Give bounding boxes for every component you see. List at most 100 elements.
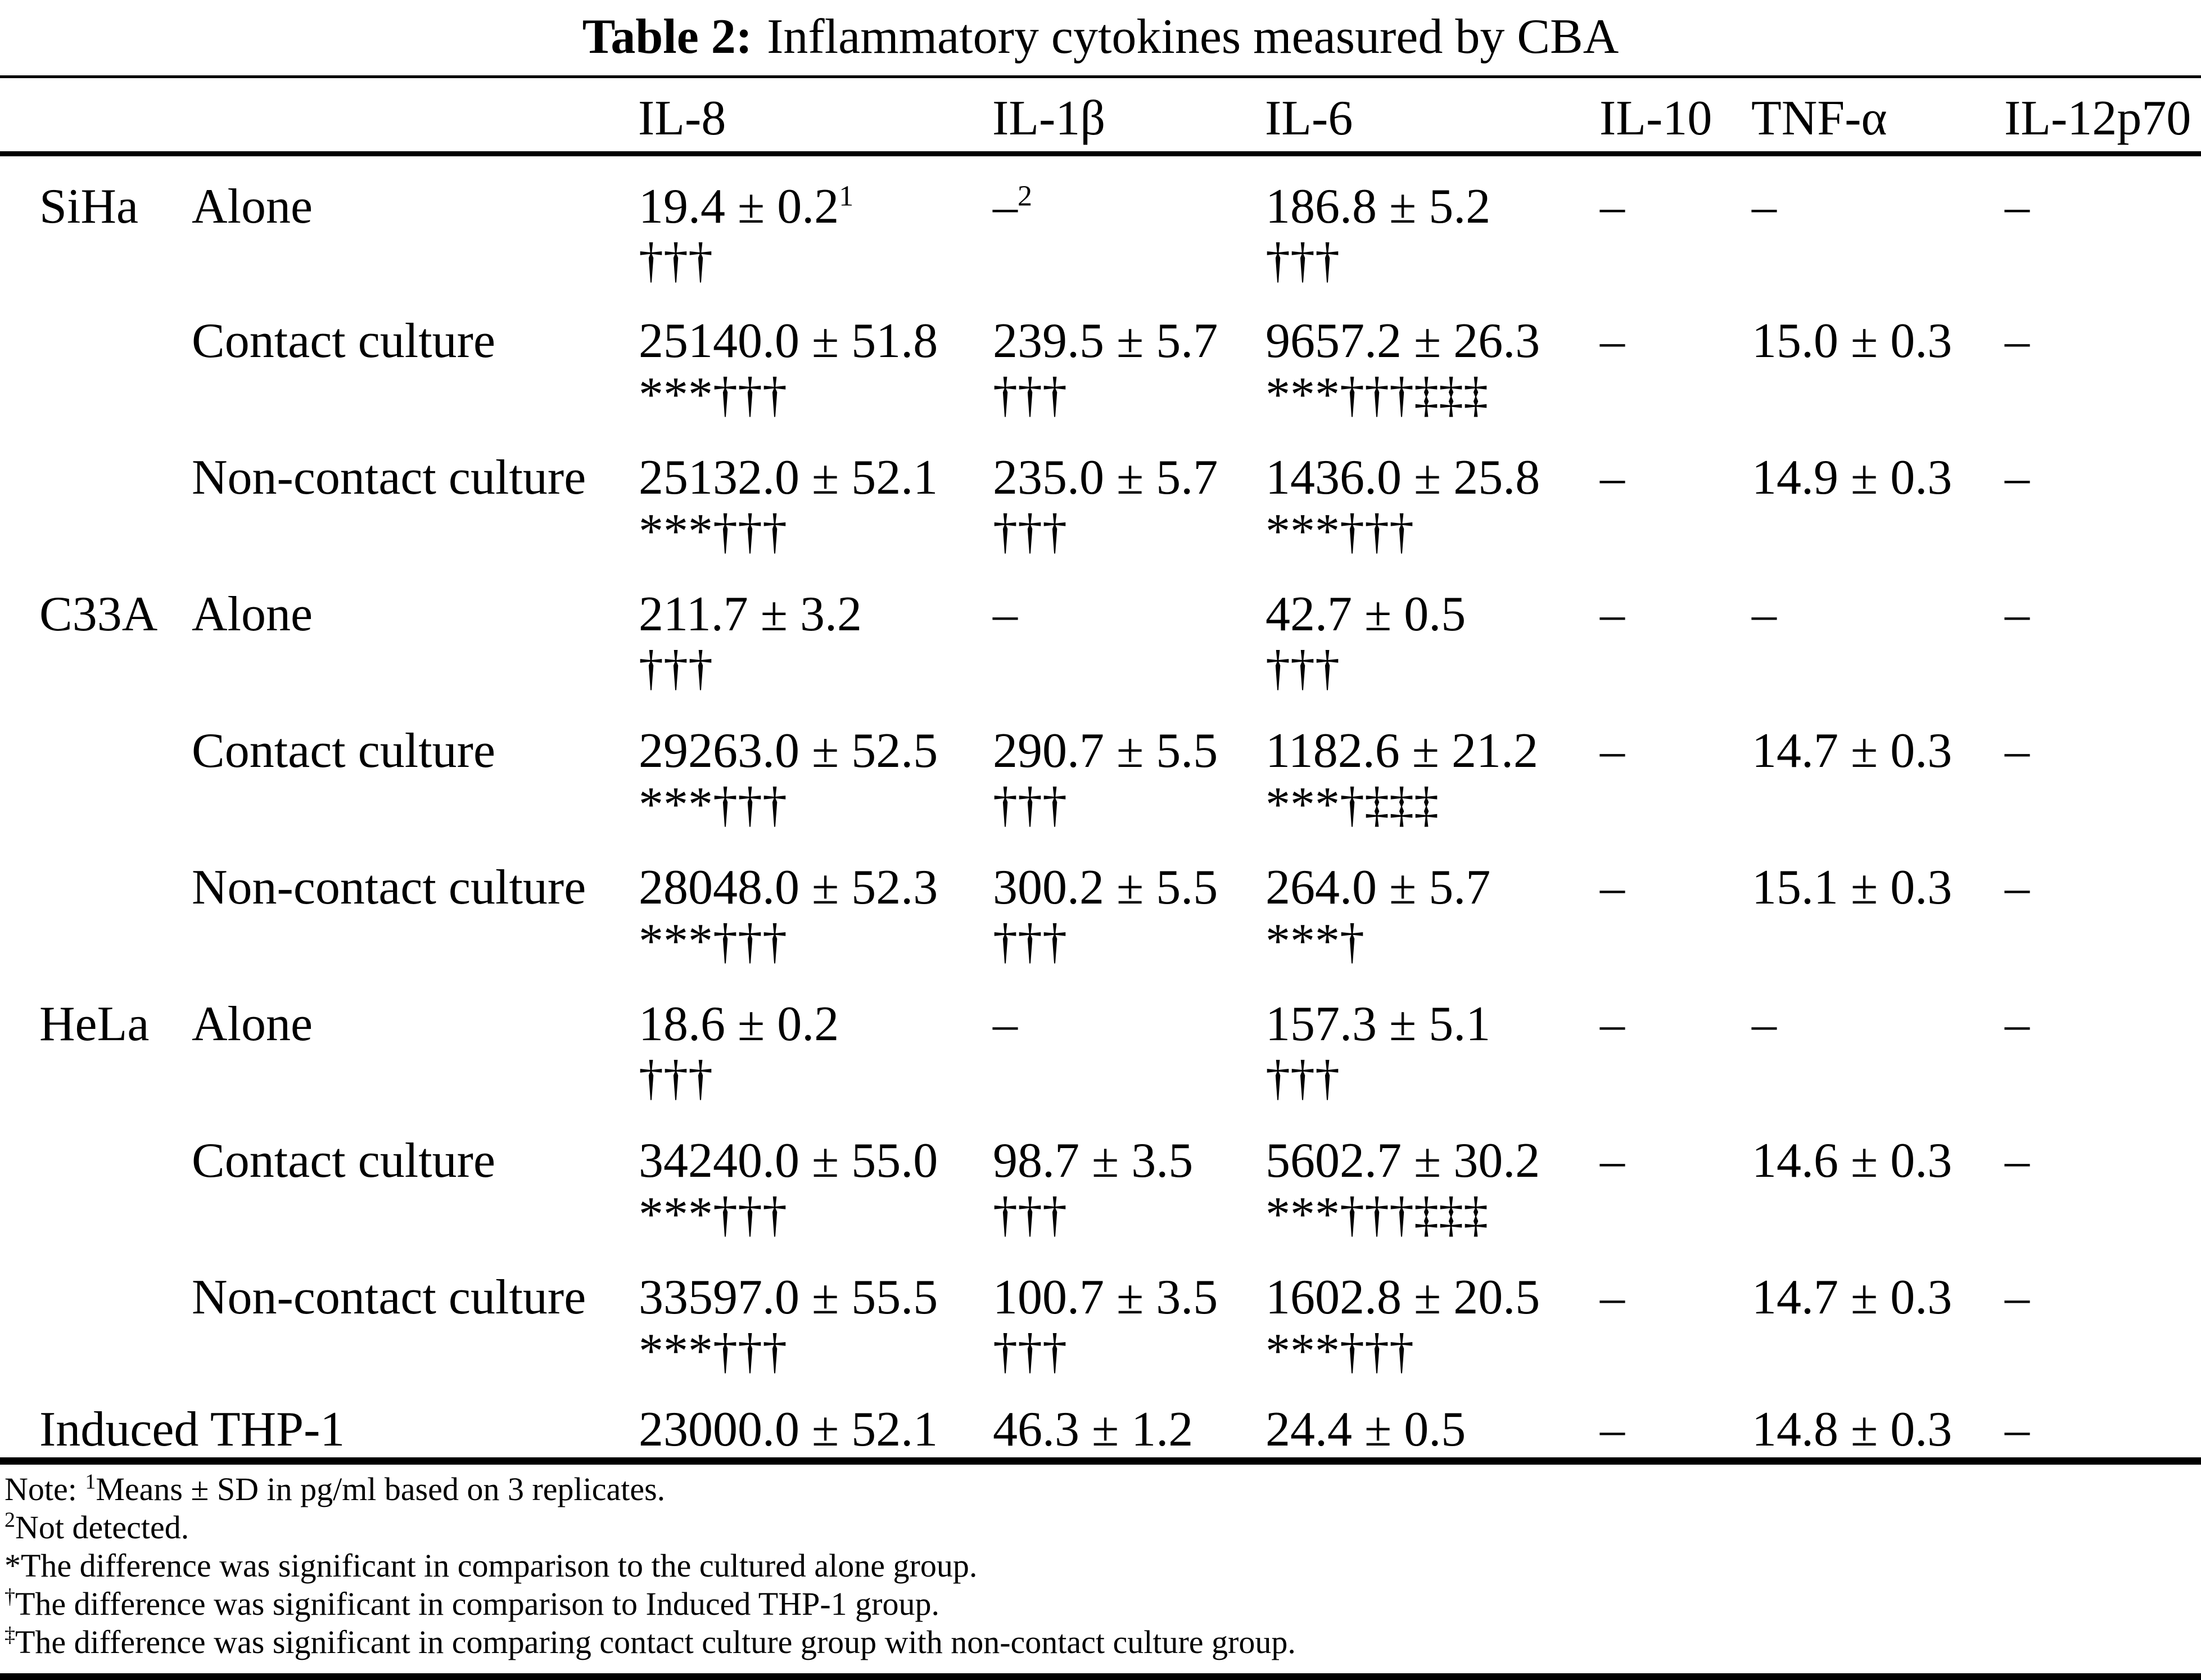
significance-symbols: ***†‡‡‡ [1266,777,1439,832]
cell-value: 235.0 ± 5.7 [993,450,1218,505]
cell-value: 14.6 ± 0.3 [1752,1133,1953,1188]
value-cell: 28048.0 ± 52.3 ***††† [638,837,992,974]
cell-line-label [0,1110,191,1247]
value-cell: – [1599,1110,1751,1247]
cell-value: 100.7 ± 3.5 [993,1270,1218,1325]
value-cell: 157.3 ± 5.1 ††† [1265,974,1599,1110]
significance-symbols: ††† [1266,1050,1340,1105]
significance-symbols: ††† [1266,640,1340,696]
significance-symbols: ††† [993,1187,1067,1242]
significance-symbols: ††† [639,1050,713,1105]
cell-value: – [2005,586,2030,642]
table-row: Non-contact culture 33597.0 ± 55.5 ***††… [0,1247,2201,1384]
condition-label: Non-contact culture [192,860,586,915]
header-cellline-spacer [0,76,191,156]
header-condition-spacer [191,76,638,156]
value-cell: – [2004,837,2201,974]
cell-line-label [0,427,191,564]
value-cell: 29263.0 ± 52.5 ***††† [638,701,992,837]
cell-value: 290.7 ± 5.5 [993,723,1218,778]
value-cell: 5602.7 ± 30.2 ***†††‡‡‡ [1265,1110,1599,1247]
cell-value: – [1600,1402,1625,1457]
significance-symbols: ***††† [639,367,787,422]
value-cell: – [2004,701,2201,837]
condition-label: Alone [192,996,313,1051]
cell-value: – [2005,179,2030,234]
value-cell: 239.5 ± 5.7 ††† [992,291,1265,427]
significance-symbols: ***††† [1266,1324,1414,1379]
cell-value: – [993,996,1018,1051]
cell-line-label: HeLa [39,996,150,1051]
value-cell: – [2004,1247,2201,1384]
cytokine-table: IL-8 IL-1β IL-6 IL-10 TNF-α IL-12p70 SiH… [0,75,2201,1465]
value-cell: 42.7 ± 0.5 ††† [1265,564,1599,701]
cell-value: 1602.8 ± 20.5 [1266,1270,1540,1325]
value-cell: – [1751,154,2004,291]
condition-label: Alone [192,179,313,234]
cell-value: 186.8 ± 5.2 [1266,179,1491,234]
condition-label: Alone [192,586,313,642]
value-cell: – [2004,564,2201,701]
value-cell: 1602.8 ± 20.5 ***††† [1265,1247,1599,1384]
cell-value: 1436.0 ± 25.8 [1266,450,1540,505]
value-cell: – [2004,1110,2201,1247]
cell-value: 25132.0 ± 52.1 [639,450,938,505]
cell-value: 300.2 ± 5.5 [993,860,1218,915]
cell-value: 24.4 ± 0.5 [1266,1402,1466,1457]
cell-value: – [2005,1133,2030,1188]
cell-value: 33597.0 ± 55.5 [639,1270,938,1325]
cell-value: 14.7 ± 0.3 [1752,1270,1953,1325]
value-cell: 235.0 ± 5.7 ††† [992,427,1265,564]
bottom-rule [0,1673,2201,1680]
value-cell: 24.4 ± 0.5 [1265,1384,1599,1461]
cell-value: 18.6 ± 0.2 [639,996,839,1051]
value-cell: 15.1 ± 0.3 [1751,837,2004,974]
value-cell: 264.0 ± 5.7 ***† [1265,837,1599,974]
value-cell: 1436.0 ± 25.8 ***††† [1265,427,1599,564]
value-cell: – [2004,974,2201,1110]
cell-value: 29263.0 ± 52.5 [639,723,938,778]
column-header-il6: IL-6 [1265,76,1599,156]
significance-symbols: ††† [993,777,1067,832]
table-row: C33A Alone 211.7 ± 3.2 ††† – 42.7 ± 0.5 … [0,564,2201,701]
value-cell: 290.7 ± 5.5 ††† [992,701,1265,837]
cell-value: – [2005,723,2030,778]
cell-value: 15.1 ± 0.3 [1752,860,1953,915]
value-cell: – [992,974,1265,1110]
table-row: Contact culture 25140.0 ± 51.8 ***††† 23… [0,291,2201,427]
significance-symbols: ***†††‡‡‡ [1266,367,1488,422]
cell-value: 9657.2 ± 26.3 [1266,313,1540,368]
value-cell: –2 [992,154,1265,291]
cell-line-label [0,837,191,974]
condition-label: Non-contact culture [192,450,586,505]
footnote-double-dagger: ‡The difference was significant in compa… [4,1623,1296,1660]
cell-line-label [0,1247,191,1384]
value-cell: – [1599,291,1751,427]
condition-label: Contact culture [192,723,496,778]
cell-value: – [1600,996,1625,1051]
table-title-label: Table 2: [582,10,753,64]
cell-value: 19.4 ± 0.21 [639,179,854,234]
column-header-il1b: IL-1β [992,76,1265,156]
significance-symbols: ***††† [1266,504,1414,559]
cell-value: – [1600,860,1625,915]
value-cell: 14.8 ± 0.3 [1751,1384,2004,1461]
value-cell: 1182.6 ± 21.2 ***†‡‡‡ [1265,701,1599,837]
cell-value: 157.3 ± 5.1 [1266,996,1491,1051]
significance-symbols: ††† [993,367,1067,422]
cell-value: – [2005,1402,2030,1457]
cell-value: 14.7 ± 0.3 [1752,723,1953,778]
value-cell: 18.6 ± 0.2 ††† [638,974,992,1110]
value-cell: 23000.0 ± 52.1 [638,1384,992,1461]
significance-symbols: ***††† [639,777,787,832]
significance-symbols: ††† [639,640,713,696]
value-cell: 46.3 ± 1.2 [992,1384,1265,1461]
significance-symbols: ††† [993,914,1067,969]
value-cell: – [2004,291,2201,427]
cell-value: 1182.6 ± 21.2 [1266,723,1539,778]
table-row: HeLa Alone 18.6 ± 0.2 ††† – 157.3 ± 5.1 … [0,974,2201,1110]
significance-symbols: ***††† [639,1187,787,1242]
value-cell: 186.8 ± 5.2 ††† [1265,154,1599,291]
cell-value: – [1752,586,1777,642]
value-cell: 34240.0 ± 55.0 ***††† [638,1110,992,1247]
